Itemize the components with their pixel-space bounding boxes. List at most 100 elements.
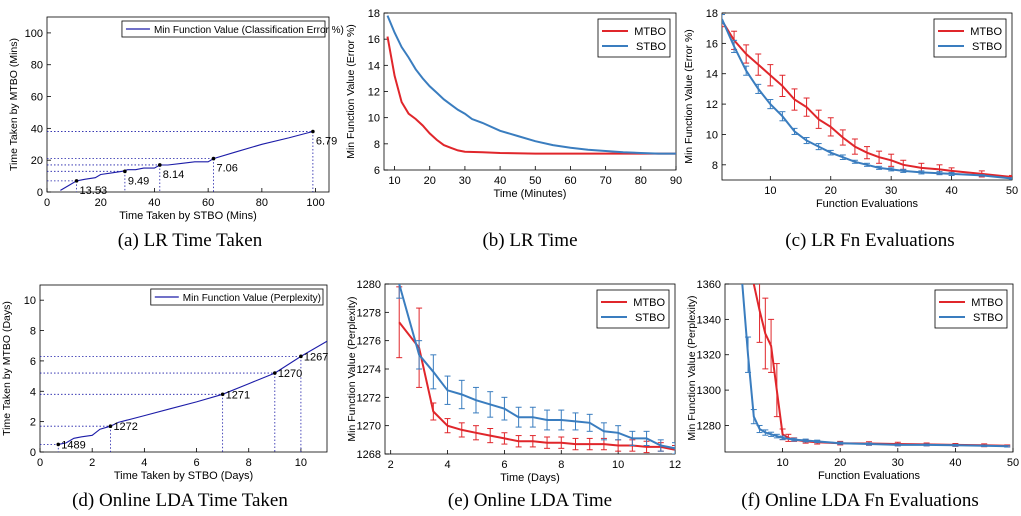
y-axis-label: Time Taken by MTBO (Days)	[1, 301, 13, 436]
x-tick-label: 4	[141, 457, 147, 469]
annotation-label: 1272	[113, 421, 137, 433]
y-tick-label: 1276	[357, 336, 381, 348]
plot-area	[722, 14, 1012, 180]
series-line-STBO	[386, 15, 676, 155]
y-axis-label: Min Function Value (Perplexity)	[346, 296, 358, 441]
annotation-label: 9.49	[128, 175, 149, 187]
x-tick-label: 10	[776, 457, 788, 469]
legend-box	[934, 289, 1008, 329]
y-axis-label: Min Function Value (Error %)	[683, 29, 695, 164]
y-tick-label: 1280	[357, 279, 381, 291]
chart-panel-a: 0 20 40 60 80 100 0 20 40 60 80 100 Time Taken by ST…	[0, 0, 344, 258]
legend-box	[597, 18, 671, 58]
y-tick-label: 10	[24, 295, 36, 307]
y-tick-label: 6	[374, 165, 380, 177]
y-tick-label: 16	[368, 34, 380, 46]
x-axis-label: Time (Minutes)	[494, 188, 567, 200]
x-tick-label: 0	[37, 457, 43, 469]
y-tick-label: 14	[368, 60, 380, 72]
x-tick-label: 50	[1007, 457, 1019, 469]
x-axis-label: Function Evaluations	[816, 198, 919, 210]
y-tick-label: 100	[25, 28, 43, 40]
x-tick-label: 8	[246, 457, 252, 469]
y-tick-label: 10	[368, 113, 380, 125]
x-axis-label: Function Evaluations	[818, 470, 921, 482]
chart-svg-b: 10 20 30 40 50 60 70 80 90 6 8 10 12 14 16 18 Time (Minu…	[345, 8, 682, 200]
x-tick-label: 10	[612, 459, 624, 471]
y-tick-label: 8	[374, 139, 380, 151]
annotation-marker	[299, 354, 303, 359]
caption-f: (f) Online LDA Fn Evaluations	[741, 490, 979, 511]
x-tick-label: 0	[44, 197, 50, 209]
legend-label: Min Function Value (Classification Error…	[154, 25, 344, 36]
series-line-MTBO	[386, 36, 676, 155]
annotation-marker	[56, 442, 61, 447]
y-tick-label: 1300	[697, 385, 721, 397]
y-tick-label: 6	[30, 356, 36, 368]
plot-frame	[46, 16, 330, 193]
y-tick-label: 20	[31, 155, 43, 167]
caption-d: (d) Online LDA Time Taken	[72, 490, 288, 511]
y-tick-label: 60	[31, 92, 43, 104]
caption-e: (e) Online LDA Time	[447, 490, 613, 511]
x-axis-label: Time Taken by STBO (Days)	[114, 470, 253, 482]
plot-area	[741, 284, 1011, 448]
x-tick-label: 100	[306, 197, 324, 209]
x-tick-label: 50	[1006, 185, 1018, 197]
series-line-Min Function Value (Classification Error %)	[60, 130, 314, 191]
x-tick-label: 60	[564, 175, 576, 187]
x-tick-label: 12	[669, 459, 681, 471]
y-tick-label: 12	[368, 87, 380, 99]
plot-frame	[721, 12, 1013, 181]
x-axis-label: Time (Days)	[500, 472, 559, 484]
y-tick-label: 0	[37, 187, 43, 199]
plot-area	[47, 130, 314, 192]
y-tick-label: 2	[30, 417, 36, 429]
annotation-marker	[273, 371, 277, 375]
legend-label: STBO	[972, 41, 1002, 53]
chart-svg-d: 0 2 4 6 8 10 0 2 4 6 8 10 Time Taken by STBO (Days) T…	[1, 284, 328, 482]
x-tick-label: 2	[388, 459, 394, 471]
y-tick-label: 18	[706, 8, 718, 20]
x-tick-label: 90	[670, 175, 682, 187]
annotation-label: 13.53	[80, 185, 108, 197]
caption-b: (b) LR Time	[482, 230, 578, 251]
chart-svg-a: 0 20 40 60 80 100 0 20 40 60 80 100 Time Taken by ST…	[8, 16, 344, 222]
y-tick-label: 1278	[357, 307, 381, 319]
y-tick-label: 8	[30, 326, 36, 338]
x-tick-label: 10	[388, 175, 400, 187]
plot-area	[40, 340, 327, 452]
annotation-label: 6.79	[316, 136, 337, 148]
x-tick-label: 4	[444, 459, 450, 471]
y-tick-label: 0	[30, 447, 36, 459]
chart-svg-c: 10 20 30 40 50 8 10 12 14 16 18 Function Evaluation…	[683, 8, 1018, 210]
x-tick-label: 10	[295, 457, 307, 469]
plot-frame	[724, 283, 1014, 453]
x-tick-label: 40	[148, 197, 160, 209]
x-tick-label: 6	[501, 459, 507, 471]
chart-panel-e: 2 4 6 8 10 12 1268 1270 1272 1274 1276 1278 1280 Time…	[340, 258, 681, 516]
legend-label: STBO	[973, 312, 1003, 324]
chart-svg-f: 10 20 30 40 50 1280 1300 1320 1340 1360 Function E…	[686, 279, 1019, 482]
annotation-label: 8.14	[163, 169, 184, 181]
caption-a: (a) LR Time Taken	[117, 230, 263, 251]
legend-label: MTBO	[971, 297, 1003, 309]
caption-c: (c) LR Fn Evaluations	[785, 230, 955, 251]
plot-frame	[39, 284, 328, 453]
y-axis-label: Min Function Value (Error %)	[345, 24, 357, 159]
series-line-STBO	[398, 284, 675, 450]
annotation-label: 1271	[226, 389, 250, 401]
x-axis-label: Time Taken by STBO (Mins)	[119, 210, 257, 222]
series-line-STBO	[741, 284, 1008, 448]
x-tick-label: 30	[459, 175, 471, 187]
y-tick-label: 40	[31, 123, 43, 135]
x-tick-label: 20	[834, 457, 846, 469]
annotation-marker	[211, 156, 216, 161]
y-tick-label: 1270	[357, 421, 381, 433]
y-tick-label: 80	[31, 60, 43, 72]
plot-area	[396, 284, 675, 454]
legend-box	[933, 18, 1007, 58]
legend-box	[121, 20, 326, 38]
x-tick-label: 40	[949, 457, 961, 469]
y-tick-label: 1320	[697, 350, 721, 362]
